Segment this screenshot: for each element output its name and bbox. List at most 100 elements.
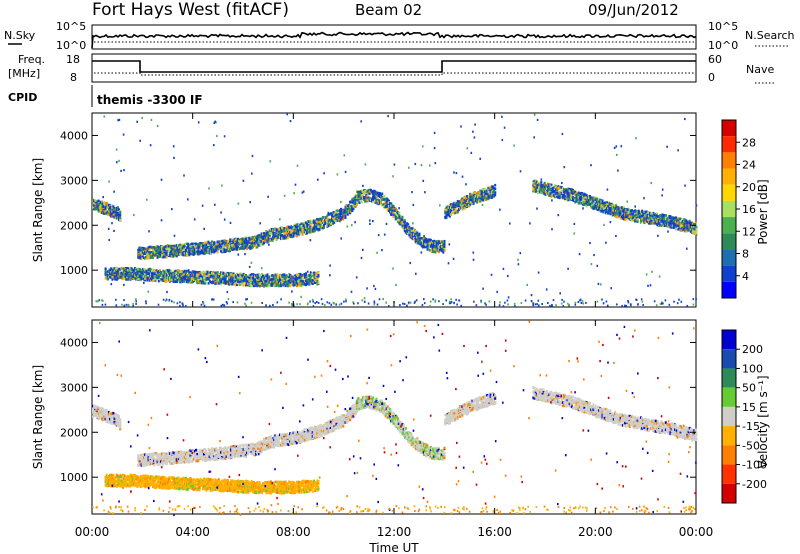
echo-cell [335,215,338,219]
echo-cell [92,199,94,203]
echo-cell [344,211,347,214]
echo-cell [334,216,337,219]
echo-cell [570,197,573,200]
echo-cell [618,210,621,213]
echo-cell [478,195,481,198]
echo-cell [179,248,182,252]
echo-cell [115,212,118,215]
echo-cell [626,211,629,215]
echo-cell [235,244,238,248]
echo-cell [569,196,572,199]
echo-cell [344,205,347,209]
echo-cell [469,198,472,202]
echo-cell [251,235,254,239]
echo-cell [616,206,619,209]
echo-cell [139,257,142,260]
echo-cell [547,188,550,192]
echo-cell [392,213,395,217]
echo-cell [477,191,480,194]
echo-cell [167,245,170,248]
echo-cell [540,186,543,189]
echo-cell [225,243,228,247]
echo-cell [368,188,371,192]
echo-cell [286,232,289,235]
echo-cell [484,196,486,200]
echo-cell [586,202,589,206]
echo-cell [365,195,368,198]
echo-cell [566,198,569,201]
echo-cell [186,247,188,250]
echo-cell [298,223,301,226]
echo-cell [580,196,582,199]
echo-cell [615,207,618,211]
echo-cell [243,244,246,248]
echo-cell [182,245,185,248]
echo-cell [591,198,594,201]
echo-cell [419,237,422,240]
echo-cell [230,242,233,246]
echo-cell [601,203,604,206]
echo-cell [532,188,535,191]
echo-cell [206,271,209,274]
echo-cell [564,188,567,191]
echo-cell [624,208,627,211]
echo-cell [246,239,248,242]
echo-cell [411,231,414,235]
power-echoes [92,113,698,308]
echo-cell [424,245,427,248]
echo-cell [406,222,409,225]
echo-cell [444,212,447,215]
echo-cell [551,187,554,190]
echo-cell [294,234,297,237]
echo-cell [618,214,621,218]
echo-cell [347,207,350,211]
echo-cell [319,217,322,221]
echo-cell [542,192,545,195]
echo-cell [109,204,111,208]
echo-cell [351,199,354,202]
echo-cell [171,250,174,254]
echo-cell [423,245,426,248]
echo-cell [484,192,486,195]
echo-cell [584,200,587,203]
echo-cell [239,238,242,241]
echo-cell [280,237,282,241]
echo-cell [603,203,606,206]
echo-cell [212,249,214,253]
echo-cell [445,212,448,216]
echo-cell [96,208,99,211]
echo-cell [285,228,288,231]
echo-cell [356,198,359,202]
echo-cell [427,240,430,244]
echo-cell [585,203,588,206]
echo-cell [138,248,141,251]
echo-cell [300,227,303,230]
echo-cell [559,185,562,189]
echo-cell [287,225,290,229]
echo-cell [464,205,467,208]
echo-cell [416,237,419,241]
echo-cell [201,249,204,252]
echo-cell [332,222,335,225]
echo-cell [118,218,120,222]
echo-cell [570,189,573,193]
echo-cell [317,228,320,232]
echo-cell [598,200,601,203]
echo-cell [410,236,413,239]
echo-cell [182,253,185,256]
echo-cell [302,225,305,229]
echo-cell [328,213,331,216]
echo-cell [404,227,407,231]
echo-cell [341,215,344,219]
echo-cell [357,199,360,202]
echo-cell [378,192,381,196]
echo-cell [623,217,625,221]
echo-cell [343,214,346,217]
echo-cell [104,267,107,271]
echo-cell [213,241,216,244]
echo-cell [549,194,552,198]
echo-cell [618,207,621,210]
echo-cell [290,225,293,228]
echo-cell [374,201,377,204]
echo-cell [170,250,173,253]
